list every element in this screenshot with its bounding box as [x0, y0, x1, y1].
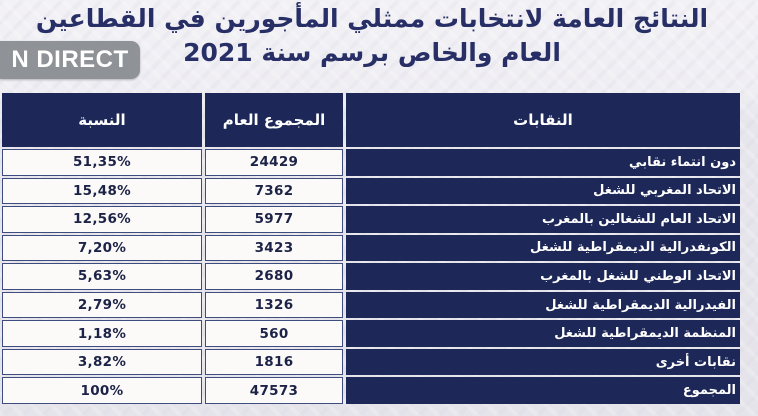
union-name-cell: دون انتماء نقابي	[346, 149, 740, 176]
page-title-line2: العام والخاص برسم سنة 2021	[183, 38, 561, 67]
total-cell: 5977	[205, 206, 343, 233]
header-percent: النسبة	[2, 93, 202, 147]
total-cell: 1816	[205, 348, 343, 376]
union-name-cell: المنظمة الديمقراطية للشغل	[346, 320, 740, 347]
total-cell: 1326	[205, 291, 343, 319]
union-name-cell: نقابات أخرى	[346, 348, 740, 376]
percent-cell: 15,48%	[2, 177, 202, 205]
total-cell: 7362	[205, 177, 343, 205]
percent-cell: 100%	[2, 377, 202, 404]
header-total: المجموع العام	[205, 93, 343, 147]
page-title-line1: النتائج العامة لانتخابات ممثلي المأجورين…	[35, 4, 709, 33]
total-cell: 3423	[205, 234, 343, 262]
page-title: النتائج العامة لانتخابات ممثلي المأجورين…	[0, 2, 744, 70]
percent-cell: 3,82%	[2, 348, 202, 376]
total-cell: 2680	[205, 263, 343, 290]
percent-cell: 7,20%	[2, 234, 202, 262]
live-badge: N DIRECT	[0, 41, 140, 79]
union-name-cell: الاتحاد المغربي للشغل	[346, 177, 740, 205]
union-name-cell: الاتحاد العام للشغالين بالمغرب	[346, 206, 740, 233]
union-name-cell: الفيدرالية الديمقراطية للشغل	[346, 291, 740, 319]
total-cell: 47573	[205, 377, 343, 404]
union-name-cell: المجموع	[346, 377, 740, 404]
union-name-cell: الاتحاد الوطني للشغل بالمغرب	[346, 263, 740, 290]
results-table: النسبة المجموع العام النقابات 51,35% 244…	[2, 93, 740, 404]
live-badge-label: N DIRECT	[11, 46, 129, 73]
percent-cell: 5,63%	[2, 263, 202, 290]
total-cell: 24429	[205, 149, 343, 176]
percent-cell: 2,79%	[2, 291, 202, 319]
percent-cell: 1,18%	[2, 320, 202, 347]
header-unions: النقابات	[346, 93, 740, 147]
percent-cell: 51,35%	[2, 149, 202, 176]
union-name-cell: الكونفدرالية الديمقراطية للشغل	[346, 234, 740, 262]
total-cell: 560	[205, 320, 343, 347]
percent-cell: 12,56%	[2, 206, 202, 233]
